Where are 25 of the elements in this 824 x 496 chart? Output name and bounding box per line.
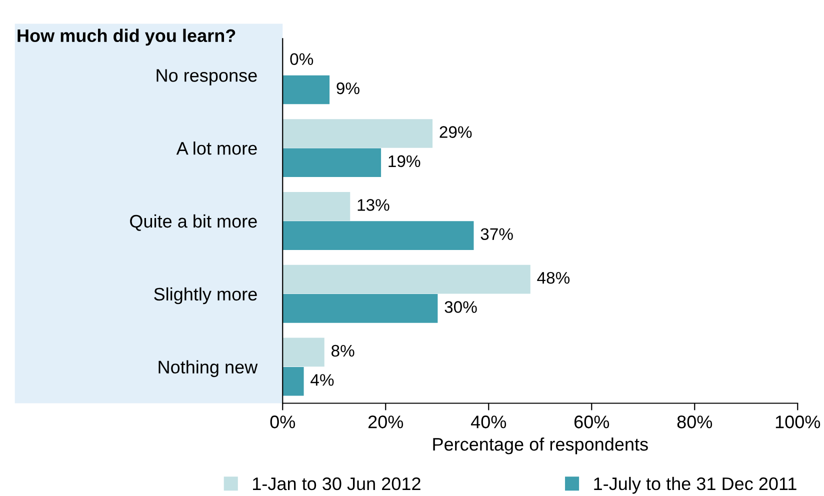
x-axis-title: Percentage of respondents	[433, 437, 648, 454]
y-tick-label: No response	[156, 69, 257, 86]
x-tick-label: 100%	[776, 416, 820, 428]
data-label: 4%	[310, 374, 334, 386]
y-tick-label: A lot more	[176, 142, 257, 155]
y-tick-label: Quite a bit more	[130, 214, 257, 231]
x-tick-label: 20%	[368, 416, 404, 428]
legend-label: 1-July to the 31 Dec 2011	[594, 476, 796, 494]
data-label: 29%	[440, 126, 472, 138]
text: How much did you learn?	[18, 28, 236, 46]
y-tick-label: Nothing new	[158, 360, 258, 378]
data-label: 13%	[358, 199, 390, 211]
legend-label: 1-Jan to 30 Jun 2012	[253, 477, 420, 490]
x-tick-label: 60%	[574, 416, 610, 428]
data-label: 30%	[444, 301, 477, 313]
data-label: 9%	[336, 82, 360, 94]
y-tick-label: Slightly more	[154, 287, 257, 304]
x-tick-label: 40%	[470, 416, 506, 428]
x-tick-label: 0%	[270, 416, 296, 428]
data-label: 48%	[537, 272, 570, 284]
data-label: 8%	[332, 344, 354, 357]
x-tick-label: 80%	[677, 416, 712, 428]
data-label: 37%	[480, 228, 513, 240]
data-label: 19%	[388, 155, 420, 168]
data-label: 0%	[290, 53, 314, 66]
